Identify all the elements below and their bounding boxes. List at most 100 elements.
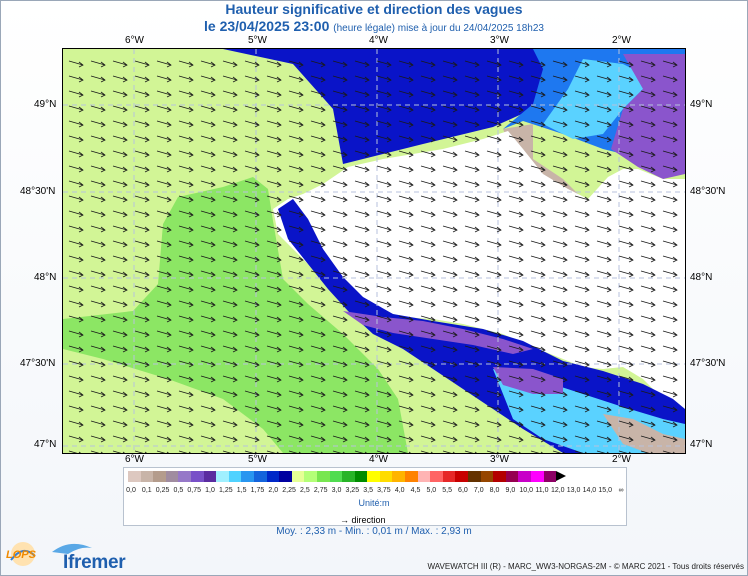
- direction-arrow: [178, 135, 194, 143]
- direction-arrow: [266, 435, 282, 443]
- direction-arrow: [574, 450, 587, 453]
- direction-arrow: [530, 270, 546, 278]
- direction-arrow: [266, 165, 282, 173]
- direction-arrow: [442, 240, 458, 248]
- direction-arrow: [640, 120, 656, 128]
- direction-arrow: [398, 405, 414, 413]
- direction-arrow: [68, 420, 84, 428]
- direction-arrow: [596, 285, 612, 293]
- direction-arrow: [420, 90, 436, 98]
- scale-label: 9,0: [505, 487, 516, 494]
- direction-arrow: [530, 330, 546, 338]
- lat-tick-right-49n: 49°N: [690, 99, 713, 110]
- direction-arrow: [222, 105, 238, 113]
- direction-arrow: [310, 315, 326, 323]
- direction-arrow: [442, 165, 458, 173]
- direction-arrow: [552, 390, 568, 398]
- direction-arrow: [464, 330, 480, 338]
- direction-arrow: [112, 375, 128, 383]
- direction-arrow: [618, 180, 634, 188]
- color-swatch: [468, 471, 481, 482]
- color-swatch: [367, 471, 380, 482]
- direction-arrow: [222, 135, 238, 143]
- direction-arrow: [464, 135, 480, 143]
- direction-arrow: [266, 450, 279, 453]
- direction-arrow: [596, 255, 612, 263]
- direction-arrow: [508, 420, 524, 428]
- direction-arrow: [310, 285, 326, 293]
- direction-arrow: [310, 135, 326, 143]
- direction-arrow: [420, 435, 436, 443]
- direction-arrow: [552, 225, 568, 233]
- direction-arrow: [442, 420, 458, 428]
- direction-arrow: [90, 330, 106, 338]
- direction-arrow: [552, 135, 568, 143]
- color-scale-labels: 0,0 0,1 0,25 0,5 0,75 1,0 1,25 1,5 1,75 2,0 2,25 2,…: [125, 487, 625, 497]
- direction-arrow: [552, 180, 568, 188]
- direction-arrow: [156, 90, 172, 98]
- direction-arrow: [530, 120, 546, 128]
- direction-arrow: [596, 90, 612, 98]
- direction-arrow: [90, 375, 106, 383]
- direction-arrow: [266, 180, 282, 188]
- direction-arrow: [376, 90, 392, 98]
- direction-arrow: [552, 165, 568, 173]
- lat-tick-left-47-30n: 47°30'N: [20, 358, 56, 369]
- direction-arrow: [486, 240, 502, 248]
- direction-arrow: [222, 375, 238, 383]
- direction-arrow: [354, 255, 370, 263]
- direction-arrow: [376, 270, 392, 278]
- direction-arrow: [266, 420, 282, 428]
- direction-arrow: [662, 270, 678, 278]
- direction-arrow: [310, 180, 326, 188]
- direction-arrow: [68, 360, 84, 368]
- direction-arrow: [156, 180, 172, 188]
- direction-arrow: [574, 345, 590, 353]
- direction-arrow: [134, 150, 150, 158]
- wave-height-map[interactable]: [62, 48, 686, 454]
- direction-arrow: [354, 180, 370, 188]
- direction-arrow: [530, 255, 546, 263]
- direction-arrow: [398, 300, 414, 308]
- scale-label: 0,75: [187, 487, 202, 494]
- direction-arrow: [420, 165, 436, 173]
- direction-arrow: [156, 360, 172, 368]
- direction-arrow: [332, 375, 348, 383]
- direction-arrow: [574, 420, 590, 428]
- direction-arrow: [618, 330, 634, 338]
- direction-arrow: [662, 375, 678, 383]
- scale-label: 1,75: [250, 487, 265, 494]
- direction-arrow: [156, 120, 172, 128]
- direction-arrow: [398, 375, 414, 383]
- direction-arrow: [134, 240, 150, 248]
- direction-arrow: [662, 150, 678, 158]
- direction-arrow: [156, 315, 172, 323]
- direction-arrow: [486, 315, 502, 323]
- direction-arrow: [90, 165, 106, 173]
- direction-arrow: [266, 390, 282, 398]
- direction-arrow: [376, 60, 392, 68]
- direction-arrow: [442, 210, 458, 218]
- direction-arrow: [596, 150, 612, 158]
- direction-arrow: [112, 405, 128, 413]
- direction-arrow: [178, 450, 191, 453]
- direction-arrow: [486, 255, 502, 263]
- direction-arrow: [178, 300, 194, 308]
- direction-arrow: [156, 270, 172, 278]
- color-swatch: [455, 471, 469, 482]
- direction-arrow: [486, 450, 499, 453]
- direction-arrow: [178, 345, 194, 353]
- direction-arrow: [134, 195, 150, 203]
- coastal-beige-shallows: [603, 414, 685, 453]
- direction-arrow: [420, 255, 436, 263]
- direction-arrow: [156, 420, 172, 428]
- direction-arrow: [112, 75, 128, 83]
- direction-arrow: [266, 405, 282, 413]
- color-scale-bar: [128, 471, 567, 482]
- direction-arrow: [354, 90, 370, 98]
- direction-arrow: [552, 105, 568, 113]
- direction-arrow: [618, 225, 634, 233]
- direction-arrow: [200, 165, 216, 173]
- direction-arrow: [508, 120, 524, 128]
- direction-arrow: [332, 330, 348, 338]
